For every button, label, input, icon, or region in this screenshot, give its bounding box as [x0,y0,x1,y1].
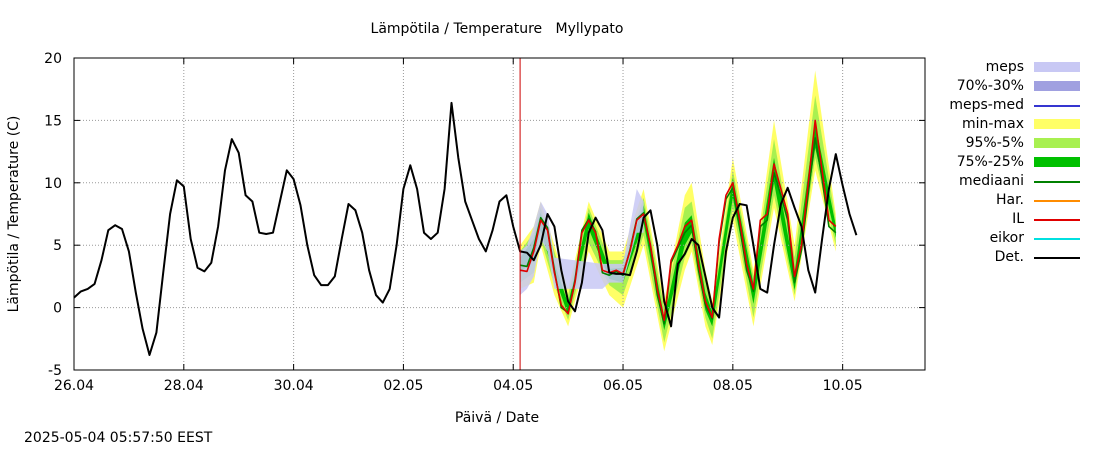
legend-item: 95%-5% [950,134,1090,153]
legend-item: Har. [950,191,1090,210]
legend-label: Har. [995,192,1024,208]
x-tick-label: 08.05 [713,378,753,394]
legend-label: Det. [994,249,1024,265]
legend-swatch [1034,119,1080,129]
legend-label: meps-med [949,97,1024,113]
x-tick-label: 06.05 [603,378,643,394]
band-meps [520,189,644,296]
legend-label: 75%-25% [956,154,1024,170]
bands-layer [520,70,836,352]
legend-item: eikor [950,229,1090,248]
legend-label: min-max [962,116,1024,132]
timestamp: 2025-05-04 05:57:50 EEST [24,430,213,446]
x-tick-label: 30.04 [274,378,314,394]
legend-swatch [1034,81,1080,91]
x-tick-label: 10.05 [823,378,863,394]
legend-swatch [1034,200,1080,202]
x-tick-label: 26.04 [54,378,94,394]
legend-swatch [1034,105,1080,107]
y-axis-label: Lämpötila / Temperature (C) [6,116,22,313]
chart-legend: meps 70%-30% meps-med min-max 95%-5% 75%-25% m… [949,58,1090,267]
legend-item: 70%-30% [950,77,1090,96]
y-tick-label: 10 [44,176,62,192]
legend-item: meps-med [949,96,1090,115]
legend-item: 75%-25% [950,153,1090,172]
x-tick-label: 02.05 [383,378,423,394]
legend-item: Det. [950,248,1090,267]
legend-swatch [1034,138,1080,148]
y-tick-label: 20 [44,51,62,67]
legend-swatch [1034,62,1080,72]
x-tick-label: 04.05 [493,378,533,394]
legend-label: meps [985,59,1024,75]
legend-label: IL [1012,211,1024,227]
legend-item: mediaani [950,172,1090,191]
legend-label: 95%-5% [965,135,1024,151]
legend-item: meps [950,58,1090,77]
grid-layer [74,58,925,370]
legend-swatch [1034,181,1080,183]
legend-label: 70%-30% [956,78,1024,94]
legend-swatch [1034,238,1080,240]
chart-title: Lämpötila / Temperature Myllypato [371,21,624,37]
y-tick-label: 0 [53,301,62,317]
legend-item: IL [950,210,1090,229]
x-tick-label: 28.04 [164,378,204,394]
legend-swatch [1034,257,1080,259]
y-tick-label: -5 [48,363,62,379]
y-tick-label: 5 [53,238,62,254]
y-tick-label: 15 [44,113,62,129]
band-75-25- [520,122,836,331]
legend-swatch [1034,157,1080,167]
series-line-det [73,101,858,356]
series-layer [73,101,858,356]
legend-item: min-max [950,115,1090,134]
x-axis-label: Päivä / Date [455,410,539,426]
legend-label: eikor [989,230,1024,246]
legend-swatch [1034,219,1080,221]
ticks-layer: -5 0 5 10 15 20 26.04 28.04 30.04 02.05 04.05 06.05… [44,51,925,394]
legend-label: mediaani [959,173,1024,189]
plot-frame [73,57,926,371]
